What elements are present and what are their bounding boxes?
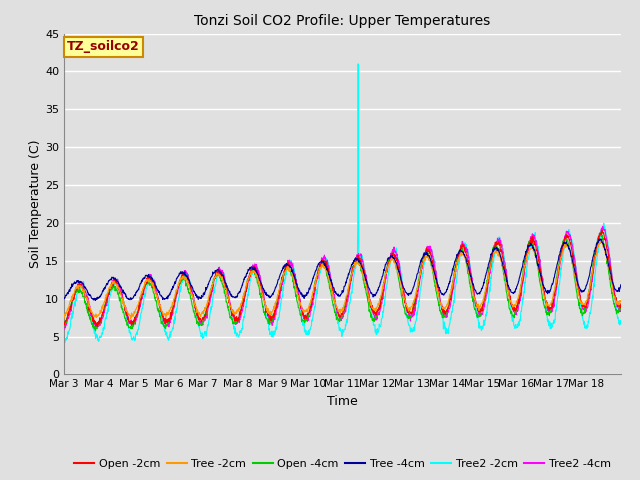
Tree2 -2cm	[611, 292, 618, 298]
Tree2 -4cm	[328, 281, 335, 287]
Line: Open -4cm: Open -4cm	[64, 232, 621, 331]
Tree2 -4cm	[474, 307, 481, 313]
Open -4cm	[328, 298, 336, 303]
Open -2cm	[617, 301, 625, 307]
Open -2cm	[328, 289, 336, 295]
Tree -4cm	[328, 282, 336, 288]
Tree -4cm	[317, 258, 325, 264]
Tree2 -2cm	[328, 279, 336, 285]
Tree2 -4cm	[60, 326, 68, 332]
Tree -4cm	[611, 285, 618, 291]
Tree2 -2cm	[148, 273, 156, 278]
Tree -2cm	[598, 238, 606, 244]
Open -4cm	[556, 254, 563, 260]
Open -4cm	[92, 328, 99, 334]
Tree2 -4cm	[617, 304, 625, 310]
Tree -4cm	[556, 252, 563, 258]
Tree -2cm	[127, 315, 134, 321]
Tree2 -4cm	[610, 285, 618, 290]
Open -2cm	[611, 290, 618, 296]
Tree2 -2cm	[60, 336, 68, 342]
Tree -2cm	[474, 305, 482, 311]
Open -2cm	[598, 228, 606, 233]
Open -4cm	[617, 305, 625, 311]
Tree2 -4cm	[599, 223, 607, 229]
Open -2cm	[317, 260, 325, 265]
Line: Tree -4cm: Tree -4cm	[64, 239, 621, 300]
Tree2 -4cm	[317, 260, 325, 265]
Line: Open -2cm: Open -2cm	[64, 230, 621, 327]
Open -2cm	[474, 305, 482, 311]
Tree -4cm	[597, 236, 605, 242]
Open -4cm	[611, 300, 618, 306]
Tree -2cm	[328, 290, 336, 296]
Open -2cm	[556, 261, 563, 266]
Open -4cm	[60, 324, 68, 329]
Tree2 -2cm	[355, 61, 362, 67]
Tree -2cm	[317, 262, 325, 268]
Tree -2cm	[611, 294, 618, 300]
Tree2 -2cm	[317, 264, 325, 270]
Tree2 -2cm	[617, 321, 625, 326]
Open -4cm	[148, 282, 156, 288]
Tree2 -4cm	[556, 267, 563, 273]
Tree -2cm	[60, 315, 68, 321]
Tree2 -2cm	[474, 318, 482, 324]
Open -4cm	[474, 314, 482, 320]
Tree2 -2cm	[61, 340, 68, 346]
Title: Tonzi Soil CO2 Profile: Upper Temperatures: Tonzi Soil CO2 Profile: Upper Temperatur…	[195, 14, 490, 28]
Open -2cm	[60, 320, 68, 326]
Open -2cm	[148, 276, 156, 282]
Legend: Open -2cm, Tree -2cm, Open -4cm, Tree -4cm, Tree2 -2cm, Tree2 -4cm: Open -2cm, Tree -2cm, Open -4cm, Tree -4…	[70, 455, 615, 474]
Text: TZ_soilco2: TZ_soilco2	[67, 40, 140, 53]
Open -4cm	[597, 229, 605, 235]
Open -2cm	[93, 324, 101, 330]
Tree -4cm	[148, 275, 156, 281]
Tree -2cm	[148, 281, 156, 287]
Line: Tree2 -4cm: Tree2 -4cm	[64, 226, 621, 329]
Tree -4cm	[474, 291, 482, 297]
Tree2 -4cm	[147, 272, 155, 277]
Tree -4cm	[617, 282, 625, 288]
Open -4cm	[317, 260, 325, 266]
Tree -2cm	[556, 263, 563, 268]
Y-axis label: Soil Temperature (C): Soil Temperature (C)	[29, 140, 42, 268]
Tree -4cm	[92, 298, 99, 303]
Tree2 -2cm	[556, 277, 564, 283]
Tree -4cm	[60, 296, 68, 301]
X-axis label: Time: Time	[327, 395, 358, 408]
Tree -2cm	[617, 298, 625, 303]
Line: Tree2 -2cm: Tree2 -2cm	[64, 64, 621, 343]
Line: Tree -2cm: Tree -2cm	[64, 241, 621, 318]
